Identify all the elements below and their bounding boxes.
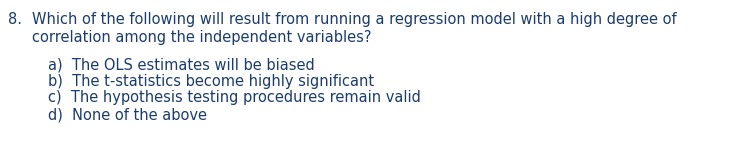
Text: correlation among the independent variables?: correlation among the independent variab… <box>32 30 372 45</box>
Text: Which of the following will result from running a regression model with a high d: Which of the following will result from … <box>32 12 677 27</box>
Text: b)  The t-statistics become highly significant: b) The t-statistics become highly signif… <box>48 74 374 89</box>
Text: d)  None of the above: d) None of the above <box>48 107 207 122</box>
Text: a)  The OLS estimates will be biased: a) The OLS estimates will be biased <box>48 58 315 73</box>
Text: 8.: 8. <box>8 12 22 27</box>
Text: c)  The hypothesis testing procedures remain valid: c) The hypothesis testing procedures rem… <box>48 90 421 105</box>
